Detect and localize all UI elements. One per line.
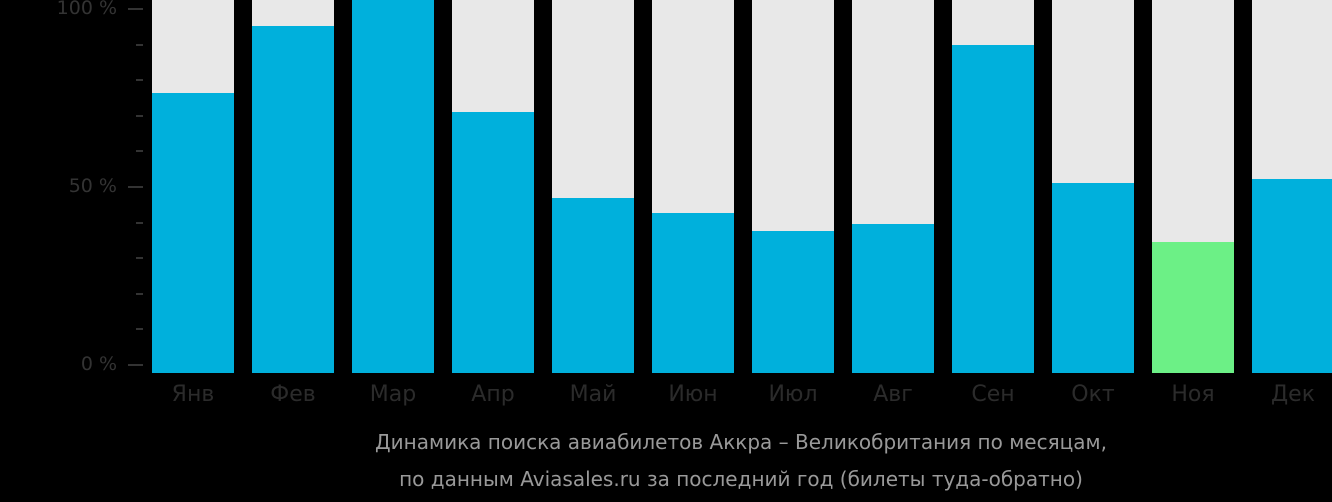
y-minor-tick	[136, 150, 143, 153]
bar-track	[252, 0, 334, 373]
bar-fill-Июл	[752, 231, 834, 373]
y-minor-tick	[136, 114, 143, 117]
y-minor-tick	[136, 79, 143, 82]
chart-caption-line2: по данным Aviasales.ru за последний год …	[399, 467, 1083, 491]
bar-fill-Май	[552, 198, 634, 373]
bar-fill-Фев	[252, 26, 334, 373]
x-tick-label: Фев	[270, 382, 316, 407]
x-tick-label: Ноя	[1171, 382, 1215, 407]
bar-track	[652, 0, 734, 373]
y-tick-label: 50 %	[68, 175, 117, 197]
bar-track	[1252, 0, 1332, 373]
x-tick-label: Янв	[171, 382, 215, 407]
bar-fill-Дек	[1252, 179, 1332, 373]
x-tick-label: Дек	[1270, 382, 1315, 407]
bar-fill-Июн	[652, 213, 734, 373]
bar-track	[1052, 0, 1134, 373]
bar-track	[852, 0, 934, 373]
x-tick-label: Сен	[971, 382, 1015, 407]
bar-track	[352, 0, 434, 373]
x-tick-label: Апр	[471, 382, 515, 407]
bar-fill-Мар	[352, 0, 434, 373]
bar-fill-Окт	[1052, 183, 1134, 373]
bar-fill-Сен	[952, 45, 1034, 373]
bar-track	[552, 0, 634, 373]
y-minor-tick	[136, 221, 143, 224]
y-minor-tick	[136, 43, 143, 46]
y-minor-tick	[136, 328, 143, 331]
x-tick-label: Мар	[369, 382, 417, 407]
bar-fill-Апр	[452, 112, 534, 373]
y-tick-label: 100 %	[56, 0, 117, 19]
x-tick-label: Авг	[873, 382, 913, 407]
bar-track	[452, 0, 534, 373]
bar-track	[1152, 0, 1234, 373]
x-tick-label: Июн	[668, 382, 718, 407]
chart-caption-line1: Динамика поиска авиабилетов Аккра – Вели…	[375, 430, 1107, 454]
bar-fill-Ноя	[1152, 242, 1234, 373]
y-minor-tick	[136, 292, 143, 295]
y-major-tick	[128, 8, 143, 10]
bar-fill-Янв	[152, 93, 234, 373]
bar-fill-Авг	[852, 224, 934, 373]
y-tick-label: 0 %	[80, 353, 117, 375]
x-tick-label: Окт	[1071, 382, 1115, 407]
bar-track	[952, 0, 1034, 373]
y-major-tick	[128, 364, 143, 366]
bar-track	[152, 0, 234, 373]
x-tick-label: Июл	[768, 382, 818, 407]
y-major-tick	[128, 186, 143, 188]
bar-track	[752, 0, 834, 373]
y-minor-tick	[136, 257, 143, 260]
x-tick-label: Май	[569, 382, 617, 407]
